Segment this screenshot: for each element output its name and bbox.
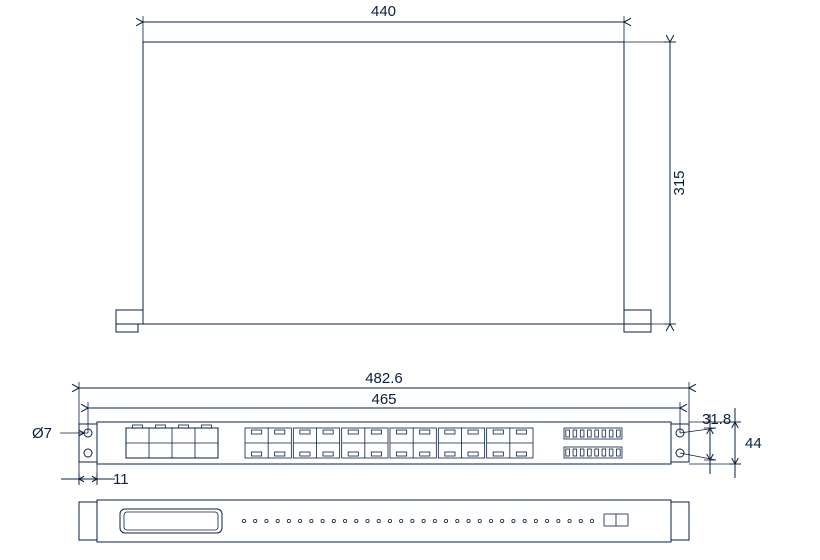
svg-text:31.8: 31.8 bbox=[702, 411, 731, 428]
svg-text:44: 44 bbox=[745, 435, 762, 452]
svg-text:Ø7: Ø7 bbox=[32, 425, 52, 442]
svg-text:440: 440 bbox=[371, 3, 396, 20]
svg-text:315: 315 bbox=[671, 170, 688, 195]
svg-text:482.6: 482.6 bbox=[365, 370, 403, 387]
svg-text:11: 11 bbox=[113, 471, 129, 488]
svg-text:465: 465 bbox=[371, 391, 396, 408]
